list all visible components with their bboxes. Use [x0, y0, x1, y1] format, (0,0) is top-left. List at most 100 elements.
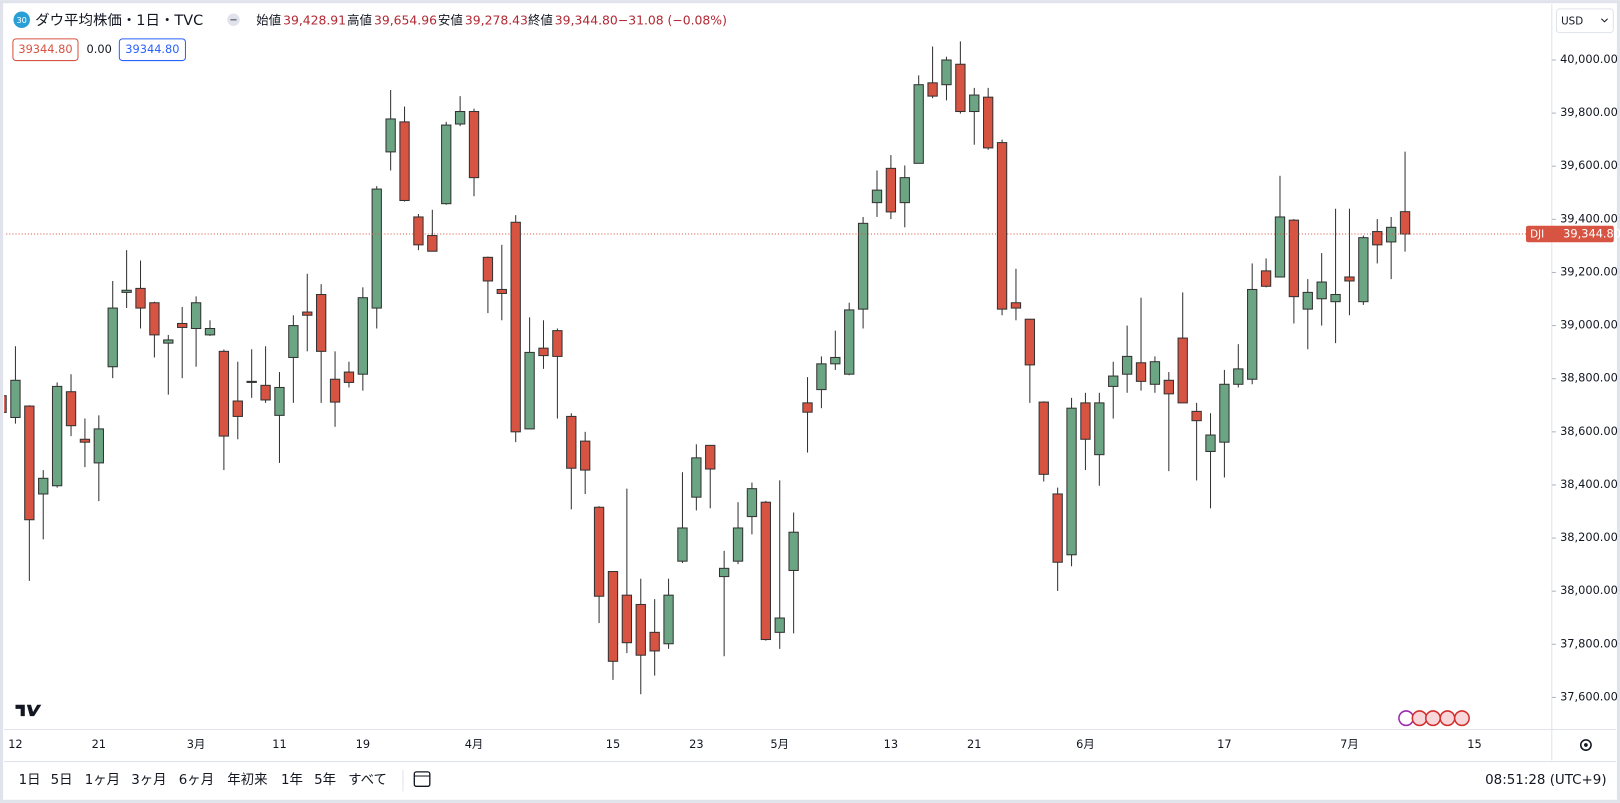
event-icon[interactable]	[1411, 710, 1428, 727]
candle-body	[1302, 291, 1313, 310]
x-tick-label: 4月	[465, 737, 484, 751]
candle-body	[1080, 402, 1091, 440]
x-tick-label: 12	[8, 737, 22, 751]
range-button[interactable]: 5年	[314, 772, 336, 788]
candle-body	[10, 379, 21, 419]
candle-body	[79, 438, 91, 443]
candle-body	[802, 402, 813, 413]
ohlc-label: 安値	[438, 12, 463, 27]
ohlc-label: 終値	[528, 12, 553, 27]
event-icon[interactable]	[1398, 710, 1415, 727]
y-tick-label: 39,800.00	[1560, 105, 1618, 119]
candle-body	[538, 347, 549, 357]
candle-body	[1385, 226, 1397, 243]
candle-body	[482, 256, 494, 282]
y-tick-label: 39,000.00	[1560, 318, 1618, 332]
candle-body	[357, 297, 369, 375]
bid-box[interactable]	[12, 38, 79, 62]
range-button[interactable]: 1ヶ月	[85, 773, 120, 788]
range-button[interactable]: 1日	[19, 773, 41, 788]
candle-body	[830, 356, 841, 365]
date-range-button[interactable]	[413, 771, 431, 788]
candle-body	[955, 63, 966, 113]
candle-body	[1247, 288, 1258, 380]
candle-body	[732, 527, 744, 562]
candle-body	[969, 94, 980, 113]
y-tick-label: 40,000.00	[1560, 52, 1618, 66]
candle-body	[746, 488, 758, 518]
candle-body	[1010, 302, 1022, 309]
symbol-title[interactable]: ダウ平均株価・1日・TVC	[35, 12, 203, 29]
candle-body	[607, 571, 619, 662]
currency-button[interactable]	[1555, 8, 1614, 34]
range-button[interactable]: すべて	[348, 772, 387, 788]
range-button[interactable]: 年初来	[227, 772, 267, 788]
bid: 39344.80	[18, 42, 72, 56]
candle-body	[1233, 368, 1244, 385]
candle-body	[621, 594, 633, 644]
badge-text: 30	[16, 15, 27, 25]
candle-body	[593, 506, 605, 597]
x-tick-label: 19	[356, 737, 370, 751]
y-tick-label: 39,200.00	[1560, 264, 1618, 278]
x-tick-label: 3月	[187, 737, 206, 751]
candle-body	[566, 415, 577, 469]
settings-button[interactable]	[1579, 739, 1592, 751]
candle-body	[413, 216, 424, 246]
ohlc-legend: 始値 39,428.91 高値 39,654.96 安値 39,278.43 終値 39,34…	[256, 12, 618, 27]
candle-body	[1399, 211, 1411, 235]
y-tick-label: 38,400.00	[1560, 477, 1618, 491]
candle-body	[844, 309, 855, 375]
candle-body	[441, 124, 452, 205]
candle-body	[24, 405, 35, 521]
event-icon[interactable]	[1439, 710, 1456, 727]
candle-body	[1163, 379, 1174, 395]
candle-body	[274, 386, 285, 416]
candle-body	[204, 327, 216, 336]
plot-area	[4, 41, 1552, 695]
candle-body	[1038, 401, 1049, 475]
y-tick-label: 39,400.00	[1560, 211, 1618, 225]
candle-body	[760, 501, 771, 641]
candle-body	[399, 121, 410, 202]
candle-body	[1316, 281, 1327, 300]
range-button[interactable]: 6ヶ月	[179, 773, 214, 788]
range-button[interactable]: 1年	[281, 772, 303, 788]
range-buttons: 1日 5日 1ヶ月 3ヶ月 6ヶ月 年初来 1年 5年 すべて	[19, 772, 387, 788]
candle-body	[649, 631, 660, 652]
candle-body	[343, 371, 355, 383]
ohlc-value: 39,428.91	[283, 12, 346, 27]
x-tick-label: 15	[1467, 737, 1481, 751]
candle-body	[663, 594, 674, 645]
candle-body	[385, 118, 396, 153]
candle-body	[1372, 231, 1383, 246]
range-button[interactable]: 5日	[51, 773, 73, 788]
candle-body	[788, 531, 799, 571]
candle-body	[941, 59, 952, 86]
candle-body	[1066, 407, 1077, 556]
event-icon[interactable]	[1453, 710, 1470, 727]
x-tick-label: 15	[606, 737, 620, 751]
candle-body	[1274, 216, 1286, 278]
range-button[interactable]: 3ヶ月	[131, 773, 166, 788]
candle-body	[177, 322, 188, 328]
candle-body	[302, 311, 313, 316]
candle-body	[135, 287, 146, 309]
tv-logo	[15, 704, 42, 717]
candle-body	[149, 302, 160, 336]
ask-box[interactable]	[118, 38, 186, 62]
settings-icon	[1584, 743, 1588, 747]
currency: USD	[1561, 15, 1583, 27]
candle-body	[635, 603, 646, 656]
candle-body	[329, 378, 341, 403]
candle-body	[1052, 493, 1063, 563]
event-icons[interactable]	[1398, 710, 1470, 727]
candle-body	[454, 111, 466, 125]
candle-body	[260, 384, 271, 401]
clock: 08:51:28 (UTC+9)	[1485, 773, 1606, 788]
event-icon[interactable]	[1424, 710, 1442, 727]
y-tick-label: 37,800.00	[1560, 636, 1618, 650]
candle-body	[4, 395, 7, 413]
candle-body	[996, 142, 1008, 310]
y-tick-label: 38,200.00	[1560, 530, 1618, 544]
